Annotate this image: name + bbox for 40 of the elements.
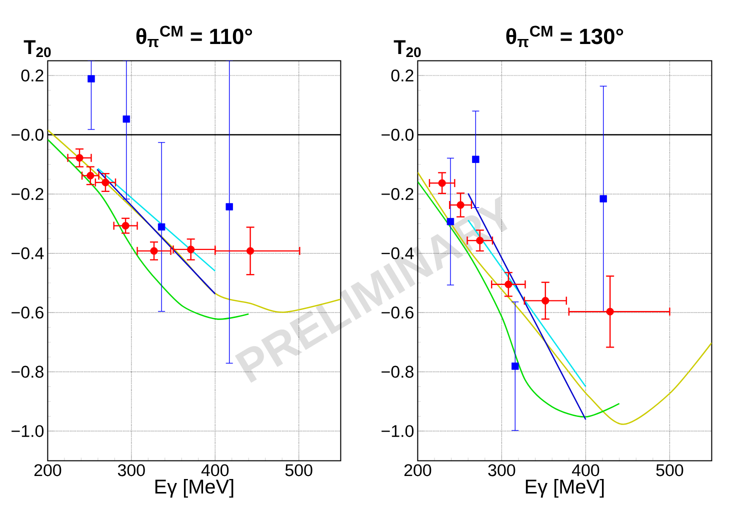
x-tick-label: 200: [404, 464, 432, 476]
point: [76, 154, 84, 162]
point: [542, 296, 550, 304]
chart-title: θ$_{π}$$^{CM}$ = 130°: [506, 26, 624, 48]
point: [102, 178, 110, 186]
y-axis-title: T$_{20}$: [394, 40, 421, 58]
point: [606, 308, 614, 316]
y-tick-label: −0.6: [12, 306, 44, 319]
x-tick-label: 400: [572, 464, 600, 476]
point: [438, 179, 446, 187]
x-tick-label: 300: [488, 464, 516, 476]
y-tick-label: −0.0: [12, 128, 44, 141]
point: [122, 115, 130, 123]
x-tick-label: 300: [118, 464, 145, 476]
y-axis-title: T$_{20}$: [24, 40, 51, 58]
point: [158, 223, 166, 231]
y-tick-label: −0.2: [12, 188, 44, 200]
y-tick-label: −0.4: [12, 247, 44, 260]
y-tick-label: −0.0: [382, 128, 414, 141]
y-tick-label: −0.8: [12, 366, 44, 378]
point: [88, 75, 95, 82]
y-tick-label: 0.2: [391, 70, 414, 82]
point: [512, 362, 519, 370]
point: [187, 246, 195, 254]
point: [600, 195, 607, 202]
x-tick-label: 500: [285, 464, 312, 476]
point: [150, 247, 158, 255]
x-axis-title: Eγ [MeV]: [526, 479, 604, 498]
x-tick-label: 500: [656, 464, 684, 476]
point: [226, 203, 233, 210]
chart-title: θ$_{π}$$^{CM}$ = 110°: [136, 26, 252, 48]
y-tick-label: −1.0: [382, 425, 414, 438]
point: [86, 172, 94, 180]
x-tick-label: 200: [34, 464, 62, 476]
x-tick-label: 400: [201, 464, 229, 476]
y-tick-label: 0.2: [21, 70, 44, 82]
point: [472, 156, 480, 163]
y-tick-label: −1.0: [12, 425, 44, 438]
x-axis-title: Eγ [MeV]: [155, 479, 234, 498]
point: [122, 222, 130, 230]
